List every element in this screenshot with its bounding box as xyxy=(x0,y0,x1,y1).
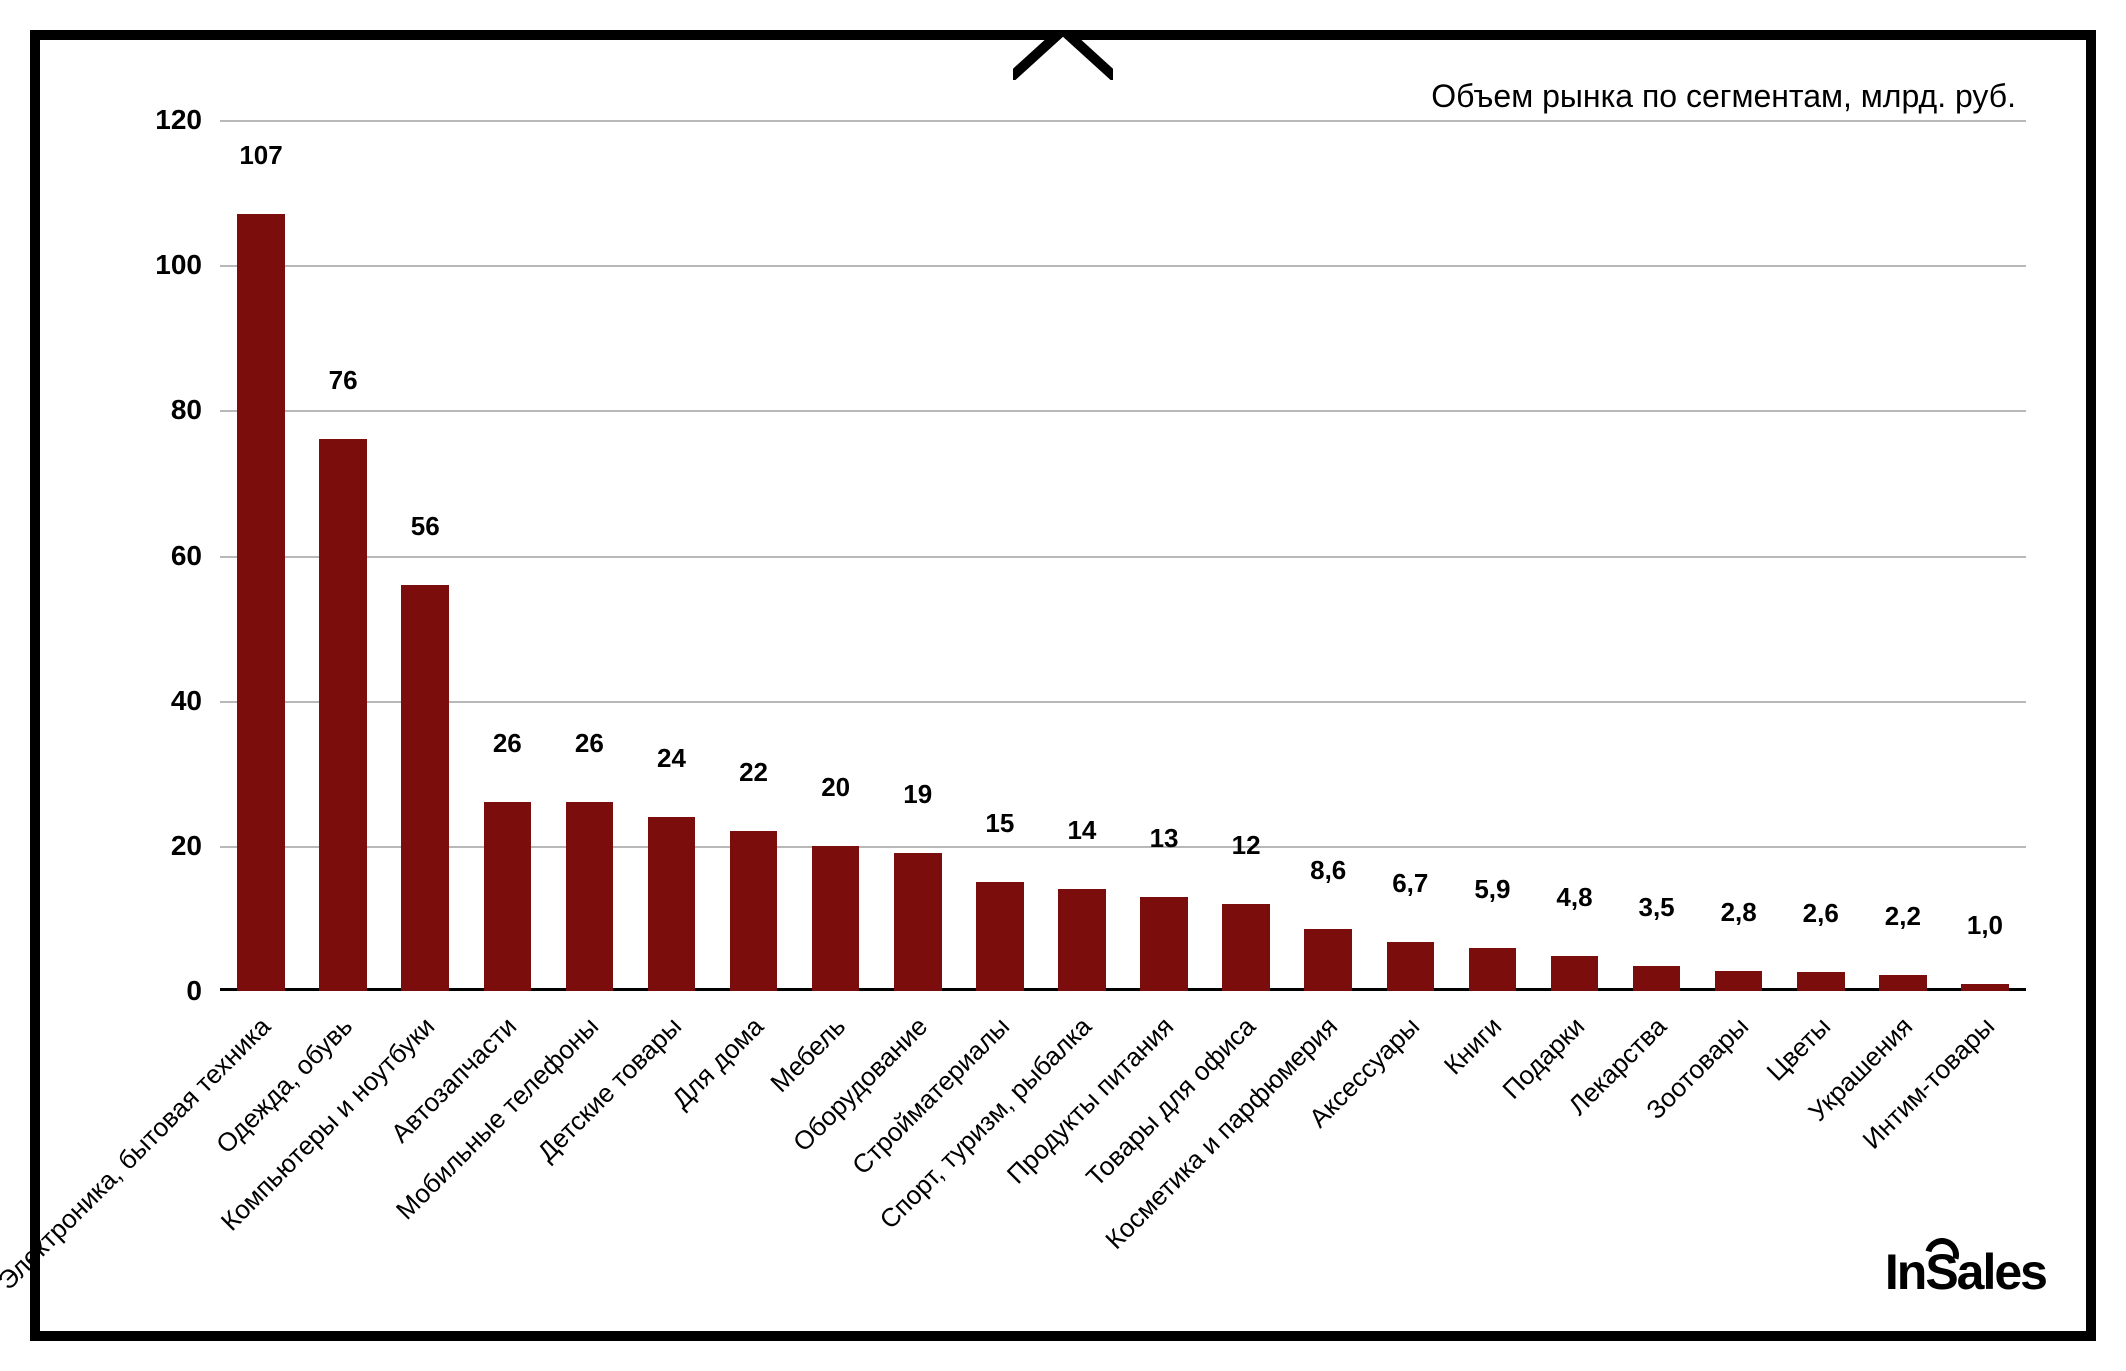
bar-value-label: 14 xyxy=(1049,815,1116,852)
bar: 26 xyxy=(566,802,614,991)
bar-value-label: 15 xyxy=(967,808,1034,845)
chart-title: Объем рынка по сегментам, млрд. руб. xyxy=(1431,78,2016,115)
bar: 4,8 xyxy=(1551,956,1599,991)
bar-slot: 26 xyxy=(548,120,630,991)
bar-value-label: 8,6 xyxy=(1295,855,1362,892)
bar-slot: 20 xyxy=(795,120,877,991)
y-tick-label: 60 xyxy=(171,540,220,572)
bar-slot: 19 xyxy=(877,120,959,991)
bar: 19 xyxy=(894,853,942,991)
y-tick-label: 100 xyxy=(155,249,220,281)
bar-slot: 2,8 xyxy=(1698,120,1780,991)
bar: 5,9 xyxy=(1469,948,1517,991)
bar-slot: 22 xyxy=(713,120,795,991)
bar: 2,8 xyxy=(1715,971,1763,991)
bar: 24 xyxy=(648,817,696,991)
bar: 2,2 xyxy=(1879,975,1927,991)
y-tick-label: 40 xyxy=(171,685,220,717)
bar-value-label: 20 xyxy=(802,772,869,809)
bar: 22 xyxy=(730,831,778,991)
bar: 6,7 xyxy=(1387,942,1435,991)
brand-logo: InSales xyxy=(1885,1243,2046,1301)
bar-slot: 2,2 xyxy=(1862,120,1944,991)
bar-slot: 3,5 xyxy=(1616,120,1698,991)
bar: 8,6 xyxy=(1304,929,1352,991)
bar: 13 xyxy=(1140,897,1188,991)
bar-value-label: 76 xyxy=(310,365,377,402)
bar-slot: 4,8 xyxy=(1533,120,1615,991)
bar-slot: 56 xyxy=(384,120,466,991)
bar-value-label: 2,2 xyxy=(1870,901,1937,938)
bar-slot: 1,0 xyxy=(1944,120,2026,991)
bar: 14 xyxy=(1058,889,1106,991)
bar: 3,5 xyxy=(1633,966,1681,991)
logo-accent: S xyxy=(1925,1244,1956,1300)
bar-value-label: 26 xyxy=(474,728,541,765)
y-tick-label: 80 xyxy=(171,394,220,426)
plot-area: 0204060801001201077656262624222019151413… xyxy=(220,120,2026,991)
x-tick-label: Детские товары xyxy=(531,1011,688,1168)
x-axis-labels: Электроника, бытовая техникаОдежда, обув… xyxy=(220,1011,2026,1331)
bar-slot: 13 xyxy=(1123,120,1205,991)
bar-value-label: 4,8 xyxy=(1541,882,1608,919)
chart-frame: Объем рынка по сегментам, млрд. руб. 0 20… xyxy=(30,30,2096,1341)
bar-slot: 8,6 xyxy=(1287,120,1369,991)
bar-slot: 107 xyxy=(220,120,302,991)
logo-prefix: In xyxy=(1885,1244,1925,1300)
bar-value-label: 107 xyxy=(228,140,295,177)
bar-slot: 5,9 xyxy=(1451,120,1533,991)
bar: 12 xyxy=(1222,904,1270,991)
bar-value-label: 26 xyxy=(556,728,623,765)
bar-slot: 24 xyxy=(630,120,712,991)
bar-value-label: 12 xyxy=(1213,830,1280,867)
bar: 1,0 xyxy=(1961,984,2009,991)
bar-slot: 6,7 xyxy=(1369,120,1451,991)
bar-value-label: 6,7 xyxy=(1377,868,1444,905)
bar-value-label: 1,0 xyxy=(1952,910,2019,947)
y-tick-label: 0 xyxy=(186,975,220,1007)
y-tick-label: 120 xyxy=(155,104,220,136)
bar: 2,6 xyxy=(1797,972,1845,991)
bar-value-label: 2,6 xyxy=(1787,898,1854,935)
bar: 56 xyxy=(401,585,449,991)
bar-value-label: 13 xyxy=(1131,823,1198,860)
bar: 107 xyxy=(237,214,285,991)
bar-value-label: 2,8 xyxy=(1705,897,1772,934)
bar: 15 xyxy=(976,882,1024,991)
bar-value-label: 5,9 xyxy=(1459,874,1526,911)
x-tick-label: Цветы xyxy=(1760,1011,1836,1087)
bar-value-label: 3,5 xyxy=(1623,892,1690,929)
bar-slot: 2,6 xyxy=(1780,120,1862,991)
bar: 20 xyxy=(812,846,860,991)
page: Объем рынка по сегментам, млрд. руб. 0 20… xyxy=(0,0,2126,1371)
bar-slot: 26 xyxy=(466,120,548,991)
bar-slot: 12 xyxy=(1205,120,1287,991)
bar-slot: 76 xyxy=(302,120,384,991)
bar-value-label: 19 xyxy=(884,779,951,816)
frame-notch-icon xyxy=(1013,30,1113,80)
bar: 26 xyxy=(484,802,532,991)
x-tick-label: Книги xyxy=(1438,1011,1508,1081)
bar-value-label: 56 xyxy=(392,511,459,548)
bar-slot: 14 xyxy=(1041,120,1123,991)
bar: 76 xyxy=(319,439,367,991)
logo-suffix: ales xyxy=(1957,1244,2046,1300)
bar-slot: 15 xyxy=(959,120,1041,991)
y-tick-label: 20 xyxy=(171,830,220,862)
bar-value-label: 22 xyxy=(720,757,787,794)
bar-value-label: 24 xyxy=(638,743,705,780)
